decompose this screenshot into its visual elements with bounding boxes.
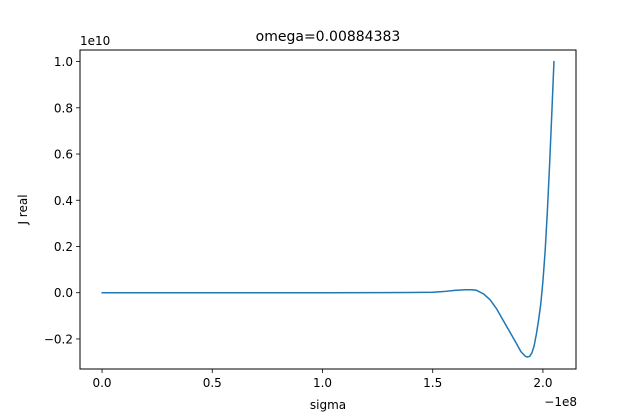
axes-frame bbox=[79, 49, 577, 370]
y-tick-label: −0.2 bbox=[44, 332, 73, 346]
x-axis: 0.0 0.5 1.0 1.5 2.0 bbox=[92, 369, 552, 390]
series-line-0 bbox=[101, 60, 555, 358]
y-tick-label: 0.2 bbox=[54, 240, 73, 254]
x-tick-label: 0.0 bbox=[92, 376, 111, 390]
y-axis-label: J real bbox=[16, 194, 30, 225]
y-tick-label: 1.0 bbox=[54, 55, 73, 69]
x-tick-label: 2.0 bbox=[533, 376, 552, 390]
x-axis-label: sigma bbox=[310, 398, 346, 412]
y-tick-label: 0.8 bbox=[54, 101, 73, 115]
plot-area bbox=[101, 60, 555, 358]
x-axis-offset-text: −1e8 bbox=[544, 395, 577, 409]
y-tick-label: 0.4 bbox=[54, 194, 73, 208]
y-tick-label: 0.0 bbox=[54, 286, 73, 300]
x-tick-label: 1.0 bbox=[313, 376, 332, 390]
x-tick-label: 0.5 bbox=[203, 376, 222, 390]
y-axis: −0.2 0.0 0.2 0.4 0.6 0.8 1.0 bbox=[44, 55, 80, 346]
x-tick-label: 1.5 bbox=[423, 376, 442, 390]
y-axis-offset-text: 1e10 bbox=[80, 34, 110, 48]
chart-title: omega=0.00884383 bbox=[256, 29, 401, 45]
y-tick-label: 0.6 bbox=[54, 148, 73, 162]
